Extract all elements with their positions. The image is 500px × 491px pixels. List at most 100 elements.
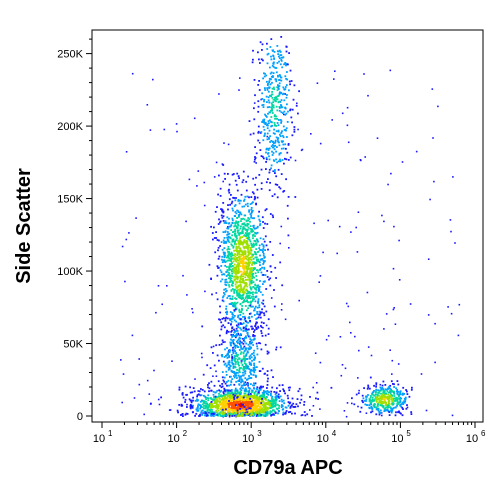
data-point — [233, 267, 236, 269]
data-point — [228, 241, 231, 244]
data-point — [243, 265, 246, 267]
data-point — [235, 298, 238, 300]
data-point — [274, 78, 277, 81]
data-point — [218, 395, 220, 398]
data-point — [267, 99, 270, 102]
data-point — [215, 344, 218, 347]
data-point — [366, 387, 369, 390]
data-point — [238, 262, 241, 265]
data-point — [220, 271, 223, 273]
data-point — [238, 378, 241, 381]
data-point — [229, 318, 232, 321]
data-point — [285, 45, 288, 48]
data-point — [278, 141, 280, 144]
data-point — [263, 98, 266, 101]
data-point — [227, 173, 229, 175]
data-point — [252, 335, 254, 337]
data-point — [255, 238, 258, 241]
data-point — [385, 393, 387, 396]
data-point — [220, 241, 223, 243]
data-point — [252, 409, 255, 412]
data-point — [216, 403, 218, 406]
data-point — [242, 412, 245, 415]
data-point — [240, 310, 243, 313]
data-point — [262, 252, 265, 255]
data-point — [221, 273, 223, 276]
data-point — [232, 245, 235, 248]
data-point — [207, 404, 209, 406]
data-point — [272, 409, 274, 412]
data-point — [280, 398, 283, 401]
data-point — [272, 104, 275, 107]
data-point — [242, 337, 244, 340]
data-point — [278, 57, 281, 60]
data-point — [277, 84, 279, 86]
data-point — [244, 405, 246, 407]
data-point — [218, 239, 220, 242]
data-point — [327, 335, 330, 337]
data-point — [247, 233, 250, 236]
data-point — [248, 284, 251, 286]
data-point — [220, 208, 222, 210]
data-point — [260, 330, 263, 332]
data-point — [246, 331, 249, 334]
data-point — [161, 303, 163, 306]
data-point — [223, 380, 226, 383]
data-point — [272, 403, 274, 406]
data-point — [203, 407, 205, 410]
data-point — [390, 388, 393, 391]
data-point — [196, 398, 198, 401]
data-point — [247, 403, 250, 406]
data-point — [261, 407, 264, 410]
data-point — [284, 157, 286, 160]
data-point — [375, 399, 378, 402]
data-point — [240, 322, 242, 325]
data-point — [230, 390, 233, 393]
data-point — [250, 196, 253, 198]
data-point — [261, 335, 264, 337]
data-point — [235, 212, 238, 215]
data-point — [254, 231, 256, 234]
data-point — [246, 270, 249, 272]
data-point — [184, 385, 187, 388]
data-point — [263, 312, 265, 315]
data-point — [386, 390, 389, 393]
data-point — [228, 351, 231, 353]
data-point — [266, 410, 269, 413]
data-point — [273, 128, 275, 131]
data-point — [218, 93, 220, 95]
data-point — [203, 400, 206, 402]
data-point — [245, 265, 248, 268]
data-point — [222, 413, 224, 415]
data-point — [247, 250, 250, 253]
data-point — [245, 363, 247, 366]
data-point — [234, 272, 237, 275]
data-point — [246, 285, 249, 288]
data-point — [250, 230, 252, 233]
data-point — [231, 288, 234, 290]
data-point — [370, 395, 372, 397]
data-point — [250, 346, 252, 349]
data-point — [395, 396, 397, 399]
data-point — [280, 147, 283, 150]
data-point — [238, 249, 241, 252]
data-point — [255, 244, 258, 246]
x-tick-label: 10 — [242, 433, 254, 445]
data-point — [231, 339, 234, 342]
data-point — [331, 119, 333, 121]
data-point — [280, 92, 283, 95]
data-point — [272, 55, 275, 58]
data-point — [225, 305, 228, 308]
data-point — [279, 187, 282, 190]
data-point — [271, 386, 274, 389]
data-point — [378, 390, 381, 393]
data-point — [267, 393, 270, 396]
data-point — [238, 245, 240, 248]
data-point — [336, 252, 338, 255]
data-point — [231, 356, 234, 358]
data-point — [406, 390, 408, 393]
data-point — [226, 412, 229, 415]
data-point — [289, 83, 291, 86]
data-point — [244, 224, 246, 226]
data-point — [188, 398, 191, 401]
